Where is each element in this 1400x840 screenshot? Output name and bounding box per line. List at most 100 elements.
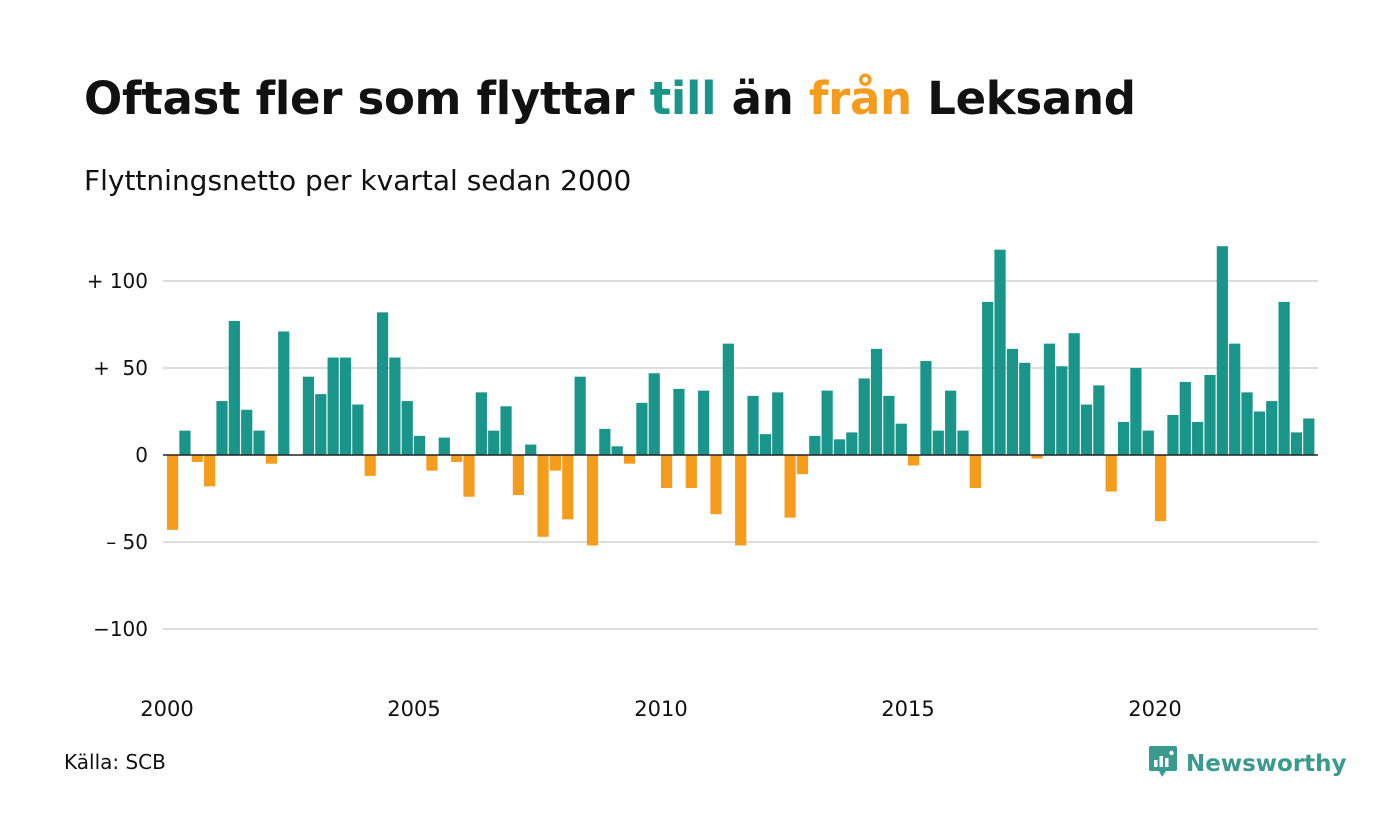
bar [920,361,932,455]
bar [401,401,413,455]
bar [858,378,870,455]
x-tick-label: 2000 [140,697,193,721]
newsworthy-logo-icon [1148,744,1178,784]
bar [191,455,203,462]
bar [796,455,809,475]
bar [969,455,981,489]
y-tick-label: + 50 [93,356,148,380]
bar [574,376,586,455]
bar [1241,392,1253,455]
bar [265,455,277,464]
bar [1303,418,1315,455]
bar [599,428,611,455]
bar [759,434,771,455]
bar [512,455,524,496]
bar [636,402,648,455]
title-part-1: Oftast fler som flyttar [84,72,650,125]
bar-chart: + 100 + 50 0 – 50 −100 2000 2005 2010 2015 2020 [87,246,1318,721]
bar [1290,432,1303,455]
bar [426,455,438,471]
source-note: Källa: SCB [64,750,166,774]
bar [302,376,315,455]
bar [611,446,623,455]
bar [1204,374,1216,455]
y-tick-label: −100 [93,617,148,641]
bar [1192,421,1204,455]
bar [1031,455,1043,459]
bar [376,312,389,455]
bar [994,249,1006,455]
bar [735,455,747,546]
bar [1216,246,1228,455]
title-part-3: Leksand [911,72,1136,125]
bar [1080,404,1093,455]
bar [389,357,401,455]
bar [253,430,265,455]
bar-layer [167,246,1315,546]
bar [1167,414,1179,455]
bar [673,388,685,455]
bar [327,357,339,455]
brand-logo[interactable]: Newsworthy [1148,744,1347,784]
x-tick-label: 2010 [634,697,687,721]
bar [722,343,734,455]
bar [364,455,376,476]
bar [1006,348,1018,455]
bar [549,455,562,471]
bar [315,394,327,455]
bar [1056,366,1068,455]
x-tick-label: 2020 [1128,697,1181,721]
bar [747,395,759,455]
bar [945,390,957,455]
bar [1093,385,1105,455]
bar [228,321,240,455]
y-tick-label: 0 [135,443,148,467]
bar [1130,368,1142,455]
bar [957,430,969,455]
bar [586,455,599,546]
bar [451,455,463,462]
bar [833,439,846,455]
bar [1043,343,1056,455]
y-tick-label: – 50 [106,530,148,554]
bar [488,430,500,455]
bar [562,455,574,520]
bar [204,455,216,487]
bar [846,432,858,455]
bar [1266,401,1278,455]
bar [167,455,179,530]
bar [932,430,944,455]
bar [1179,381,1191,455]
bar [352,404,364,455]
axis-layer: + 100 + 50 0 – 50 −100 2000 2005 2010 2015 2020 [87,269,1318,721]
bar [1155,455,1167,522]
title-word-fran: från [808,72,912,125]
bar [1142,430,1154,455]
x-tick-label: 2005 [387,697,440,721]
bar [772,392,784,455]
bar [661,455,673,489]
bar [908,455,920,466]
bar [784,455,796,518]
bar [821,390,833,455]
bar [982,301,994,455]
bar [475,392,487,455]
bar [525,444,537,455]
bar [710,455,722,515]
bar [438,437,450,455]
title-part-2: än [716,72,809,125]
bar [809,435,821,455]
bar [1117,421,1130,455]
bar [463,455,475,497]
bar [1253,411,1265,455]
bar [1068,333,1080,455]
bar [1278,301,1290,455]
chart-subtitle: Flyttningsnetto per kvartal sedan 2000 [84,164,632,197]
bar [414,435,426,455]
bar [1019,362,1031,455]
bar [1229,343,1241,455]
bar [623,455,636,464]
bar [179,430,191,455]
bar [241,409,253,455]
chart-title: Oftast fler som flyttar till än från Lek… [84,72,1136,126]
